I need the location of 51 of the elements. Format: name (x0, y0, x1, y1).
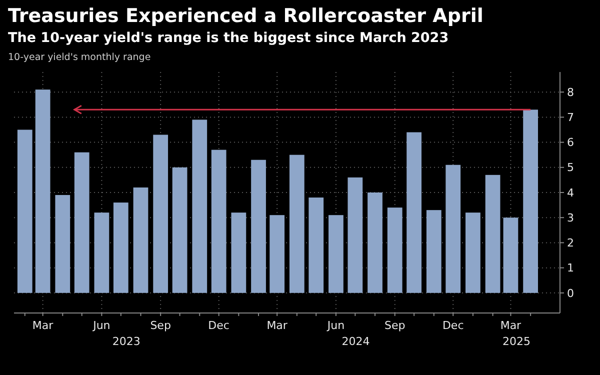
bar (231, 212, 246, 293)
bar (308, 198, 324, 293)
y-tick-label: 7 (567, 111, 574, 124)
y-tick-label: 8 (567, 86, 574, 99)
bar (211, 150, 226, 293)
text: 2024 (342, 335, 370, 348)
text: 2025 (502, 335, 530, 348)
bar (94, 212, 110, 293)
x-tick-label: Dec (442, 319, 464, 332)
bar (328, 215, 344, 293)
x-tick-label: Dec (208, 319, 230, 332)
y-tick-label: 1 (567, 262, 574, 275)
bar (172, 167, 188, 293)
y-tick-label: 5 (567, 161, 574, 174)
bar (17, 130, 32, 293)
y-tick-label: 4 (567, 186, 574, 200)
bar (348, 177, 363, 293)
bar (74, 152, 90, 293)
y-axis-title: 10-year yield's monthly range (8, 52, 151, 63)
bar (426, 210, 442, 293)
bar (251, 160, 266, 293)
bar (387, 208, 402, 293)
bar (503, 218, 518, 293)
x-tick-label: Jun (92, 319, 110, 332)
bar (133, 187, 148, 293)
x-tick-label: Jun (326, 319, 345, 332)
x-tick-label: Sep (384, 319, 406, 332)
y-tick-label: 3 (567, 211, 574, 224)
bar (406, 132, 422, 293)
bar (368, 192, 382, 293)
x-tick-label: Mar (32, 319, 54, 332)
bar (485, 174, 500, 293)
x-tick-label: Sep (150, 319, 171, 332)
bar (289, 154, 304, 293)
bar (270, 215, 285, 293)
bar (55, 195, 70, 293)
chart-title: Treasuries Experienced a Rollercoaster April (8, 5, 484, 27)
bar (113, 202, 128, 293)
x-tick-label: Mar (266, 319, 288, 332)
bar (466, 212, 480, 293)
chart-subtitle: The 10-year yield's range is the biggest since March 2023 (8, 30, 449, 46)
bar (523, 110, 538, 293)
y-tick-label: 6 (567, 136, 574, 150)
bar (192, 120, 208, 293)
bar (153, 134, 168, 293)
bar (35, 90, 50, 293)
x-tick-label: Mar (500, 319, 522, 332)
y-tick-label: 2 (567, 236, 574, 250)
text: 2023 (112, 335, 140, 348)
bar (446, 164, 461, 293)
y-tick-label: 0 (567, 286, 574, 300)
